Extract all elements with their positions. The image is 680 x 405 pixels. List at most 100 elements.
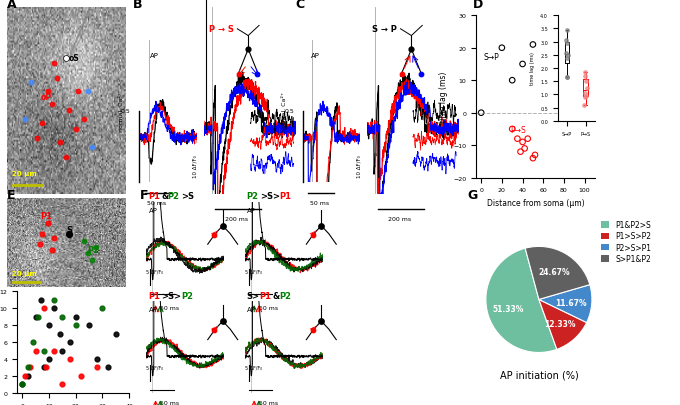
Point bbox=[406, 47, 417, 53]
Point bbox=[415, 72, 426, 78]
Point bbox=[30, 347, 41, 354]
Point bbox=[20, 373, 31, 379]
Point bbox=[37, 231, 48, 237]
Point bbox=[507, 78, 517, 84]
Point bbox=[563, 52, 574, 59]
Point bbox=[522, 136, 533, 143]
Point bbox=[97, 305, 108, 312]
Wedge shape bbox=[539, 300, 587, 350]
Point bbox=[558, 71, 569, 78]
X-axis label: AP initiation (%): AP initiation (%) bbox=[500, 370, 578, 380]
Text: P→S: P→S bbox=[510, 126, 526, 135]
Point bbox=[520, 146, 530, 152]
Text: P → S: P → S bbox=[209, 26, 233, 34]
Text: >S: >S bbox=[181, 192, 194, 200]
Point bbox=[55, 139, 66, 145]
Point bbox=[581, 94, 592, 100]
Text: 10 ΔF/F₀: 10 ΔF/F₀ bbox=[193, 155, 198, 178]
Wedge shape bbox=[525, 247, 590, 300]
Point bbox=[87, 145, 98, 151]
Text: P1: P1 bbox=[279, 192, 292, 200]
Point bbox=[528, 156, 539, 162]
Point bbox=[37, 120, 48, 127]
Text: G: G bbox=[468, 188, 478, 201]
Text: 50 ms: 50 ms bbox=[310, 201, 330, 206]
Text: P2: P2 bbox=[88, 245, 100, 254]
Text: 11.67%: 11.67% bbox=[555, 298, 586, 307]
Text: normal. Ca²⁺: normal. Ca²⁺ bbox=[119, 92, 124, 131]
Text: 50 ms: 50 ms bbox=[259, 305, 278, 310]
Text: AP: AP bbox=[150, 53, 158, 58]
Text: AP: AP bbox=[148, 306, 158, 312]
Point bbox=[562, 56, 573, 62]
Text: S→P: S→P bbox=[483, 53, 499, 62]
Text: 50 ms: 50 ms bbox=[160, 400, 180, 405]
Text: 50 ms: 50 ms bbox=[259, 400, 278, 405]
Text: 5 ΔF/F₀: 5 ΔF/F₀ bbox=[146, 269, 163, 273]
Point bbox=[561, 75, 572, 81]
Text: &: & bbox=[161, 192, 169, 200]
Text: oS: oS bbox=[69, 54, 80, 63]
Point bbox=[54, 330, 65, 337]
Text: &: & bbox=[273, 291, 280, 300]
Point bbox=[579, 102, 590, 109]
Point bbox=[87, 258, 98, 264]
Point bbox=[22, 364, 33, 371]
Text: P2: P2 bbox=[246, 192, 258, 200]
Point bbox=[49, 61, 60, 67]
Point bbox=[57, 347, 68, 354]
Text: S>: S> bbox=[246, 291, 259, 300]
Text: 12.33%: 12.33% bbox=[545, 319, 576, 328]
Point bbox=[70, 126, 82, 132]
Point bbox=[43, 89, 54, 95]
Point bbox=[79, 117, 90, 123]
Text: P2: P2 bbox=[168, 192, 180, 200]
Text: oP: oP bbox=[41, 93, 52, 102]
Point bbox=[46, 102, 57, 108]
Point bbox=[41, 364, 52, 371]
Legend: P1&P2>S, P1>S>P2, P2>S>P1, S>P1&P2: P1&P2>S, P1>S>P2, P2>S>P1, S>P1&P2 bbox=[598, 217, 654, 266]
Point bbox=[103, 364, 114, 371]
Point bbox=[38, 347, 49, 354]
Point bbox=[243, 47, 254, 53]
Text: 200 ms: 200 ms bbox=[224, 217, 248, 222]
Text: P1: P1 bbox=[148, 192, 160, 200]
Point bbox=[82, 89, 93, 95]
Point bbox=[43, 220, 54, 227]
Text: 200 ms: 200 ms bbox=[388, 217, 411, 222]
Point bbox=[31, 135, 42, 142]
Text: >S>: >S> bbox=[161, 291, 181, 300]
Text: P2: P2 bbox=[279, 291, 292, 300]
Point bbox=[580, 69, 591, 76]
Text: 50 ms: 50 ms bbox=[160, 305, 180, 310]
Text: 5 ΔF/F₀: 5 ΔF/F₀ bbox=[146, 365, 163, 370]
Point bbox=[63, 231, 74, 237]
Point bbox=[84, 322, 95, 328]
Text: 20 μm: 20 μm bbox=[12, 171, 36, 177]
Y-axis label: time lag (ms): time lag (ms) bbox=[439, 72, 447, 123]
Point bbox=[22, 373, 33, 379]
Point bbox=[49, 297, 60, 303]
Point bbox=[209, 327, 220, 334]
Point bbox=[512, 136, 523, 143]
Point bbox=[233, 72, 244, 78]
Point bbox=[61, 55, 71, 62]
Text: 5 ΔF/F₀: 5 ΔF/F₀ bbox=[245, 269, 262, 273]
Point bbox=[517, 139, 528, 146]
Point bbox=[73, 89, 84, 95]
Point bbox=[507, 126, 517, 133]
Point bbox=[25, 364, 36, 371]
Point bbox=[51, 76, 63, 82]
Point bbox=[33, 313, 44, 320]
Point bbox=[49, 235, 60, 242]
Text: AP: AP bbox=[247, 306, 256, 312]
X-axis label: Distance from soma (μm): Distance from soma (μm) bbox=[487, 198, 584, 207]
Text: AP: AP bbox=[148, 207, 158, 213]
Point bbox=[79, 238, 90, 245]
Point bbox=[92, 356, 103, 362]
Point bbox=[25, 79, 36, 86]
Point bbox=[70, 322, 81, 328]
Point bbox=[476, 110, 487, 117]
Point bbox=[528, 42, 539, 49]
Point bbox=[70, 313, 81, 320]
